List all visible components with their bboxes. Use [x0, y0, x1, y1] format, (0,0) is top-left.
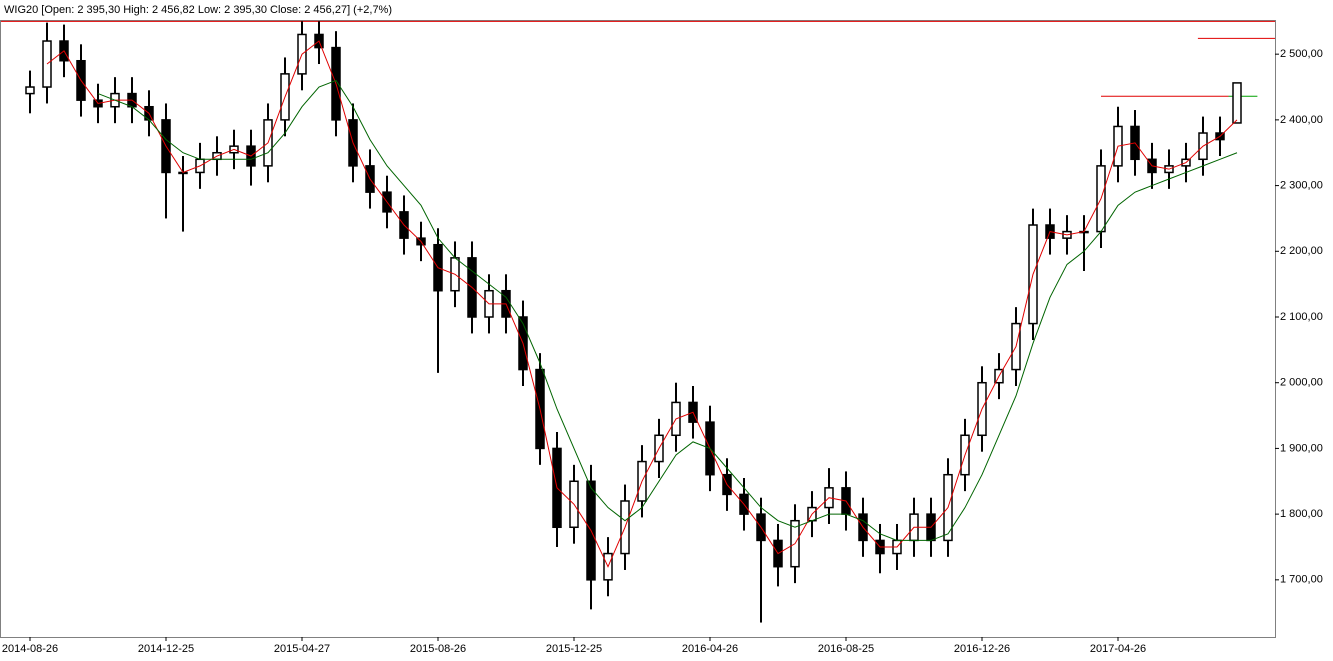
y-tick-label: 2 400,00 [1280, 114, 1323, 126]
y-tick-label: 2 100,00 [1280, 311, 1323, 323]
x-tick-label: 2015-08-26 [410, 643, 466, 655]
y-tick-label: 1 900,00 [1280, 442, 1323, 454]
x-tick-label: 2016-08-25 [818, 643, 874, 655]
x-tick-label: 2014-12-25 [138, 643, 194, 655]
y-tick-label: 1 700,00 [1280, 574, 1323, 586]
plot-frame [0, 20, 1276, 638]
y-tick-label: 2 500,00 [1280, 48, 1323, 60]
moving-average [46, 40, 1238, 568]
y-tick-label: 1 800,00 [1280, 508, 1323, 520]
chart-title: WIG20 [Open: 2 395,30 High: 2 456,82 Low… [4, 4, 392, 16]
x-tick-label: 2014-08-26 [2, 643, 58, 655]
candle-body [1232, 82, 1242, 124]
y-tick-label: 2 000,00 [1280, 377, 1323, 389]
x-tick-label: 2015-12-25 [546, 643, 602, 655]
x-tick-label: 2017-04-26 [1090, 643, 1146, 655]
x-tick-label: 2015-04-27 [274, 643, 330, 655]
candle-body [25, 86, 35, 95]
y-tick-label: 2 300,00 [1280, 179, 1323, 191]
moving-average [97, 79, 1238, 541]
x-tick-label: 2016-04-26 [682, 643, 738, 655]
y-tick-label: 2 200,00 [1280, 245, 1323, 257]
x-tick-label: 2016-12-26 [954, 643, 1010, 655]
